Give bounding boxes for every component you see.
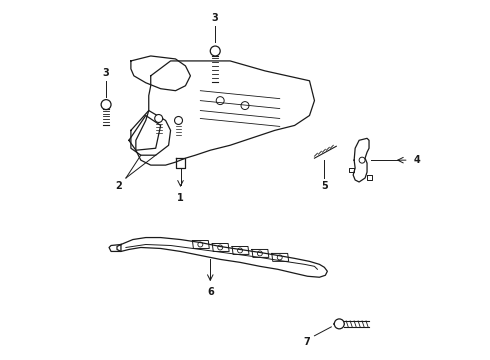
Polygon shape — [117, 238, 327, 277]
Text: 3: 3 — [103, 68, 109, 78]
Text: 1: 1 — [177, 193, 184, 203]
Polygon shape — [131, 56, 191, 91]
Polygon shape — [109, 244, 121, 251]
Text: 2: 2 — [116, 181, 122, 191]
Text: 6: 6 — [207, 287, 214, 297]
Text: 3: 3 — [212, 13, 219, 23]
Text: 4: 4 — [413, 155, 420, 165]
Text: 7: 7 — [303, 337, 310, 347]
Polygon shape — [131, 111, 171, 155]
Polygon shape — [136, 61, 315, 165]
Polygon shape — [252, 249, 269, 257]
Circle shape — [210, 46, 220, 56]
Polygon shape — [272, 253, 289, 261]
Polygon shape — [193, 240, 209, 248]
Circle shape — [101, 100, 111, 109]
Polygon shape — [212, 243, 229, 251]
Polygon shape — [232, 247, 249, 255]
Circle shape — [155, 114, 163, 122]
Circle shape — [174, 117, 182, 125]
Polygon shape — [353, 138, 369, 182]
Text: 5: 5 — [321, 181, 328, 191]
Circle shape — [334, 319, 344, 329]
